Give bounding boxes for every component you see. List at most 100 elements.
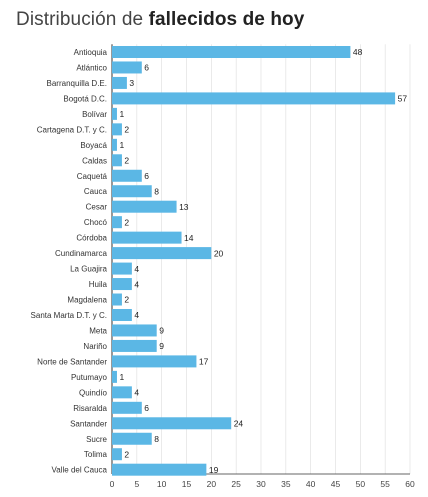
category-label: La Guajira [70, 265, 107, 274]
chart-title: Distribución de fallecidos de hoy [16, 9, 304, 31]
data-label: 1 [119, 140, 124, 150]
bar [112, 463, 207, 476]
data-label: 2 [124, 125, 129, 135]
bar [112, 448, 122, 461]
bar [112, 107, 117, 120]
category-label: Cartagena D.T. y C. [37, 125, 107, 134]
data-label: 17 [199, 357, 209, 367]
data-label: 4 [134, 310, 139, 320]
bar [112, 370, 117, 383]
x-tick-label: 5 [134, 479, 139, 489]
data-label: 13 [179, 202, 189, 212]
category-label: Magdalena [67, 296, 107, 305]
bar [112, 123, 122, 136]
category-label: Antioquia [74, 48, 108, 57]
data-label: 20 [214, 248, 224, 258]
bar [112, 308, 132, 321]
category-label: Cundinamarca [55, 249, 108, 258]
x-tick-label: 50 [356, 479, 366, 489]
chart-title-bold: fallecidos de hoy [148, 9, 305, 30]
x-tick-label: 45 [331, 479, 341, 489]
bar [112, 185, 152, 198]
data-label: 6 [144, 63, 149, 73]
category-label: Bolívar [82, 110, 107, 119]
data-label: 9 [159, 341, 164, 351]
data-label: 4 [134, 279, 139, 289]
data-label: 4 [134, 264, 139, 274]
data-label: 8 [154, 186, 159, 196]
x-tick-label: 10 [157, 479, 167, 489]
data-label: 8 [154, 434, 159, 444]
data-label: 19 [209, 465, 219, 475]
data-label: 4 [134, 388, 139, 398]
category-label: Atlántico [76, 63, 107, 72]
bar [112, 200, 177, 213]
x-tick-label: 35 [281, 479, 291, 489]
category-label: Barranquilla D.E. [47, 79, 107, 88]
category-label: Tolima [84, 450, 108, 459]
bar [112, 61, 142, 74]
bar [112, 247, 212, 260]
bar [112, 46, 351, 58]
bar [112, 216, 122, 229]
data-label: 2 [124, 217, 129, 227]
bar [112, 417, 232, 430]
chart-title-prefix: Distribución de [16, 9, 144, 30]
bar [112, 262, 132, 275]
bar [112, 169, 142, 182]
category-label: Bogotá D.C. [63, 94, 107, 103]
x-tick-label: 60 [405, 479, 415, 489]
category-label: Quindío [79, 388, 108, 397]
bar [112, 355, 197, 368]
category-label: Nariño [83, 342, 107, 351]
category-label: Caldas [82, 156, 107, 165]
bar [112, 386, 132, 399]
bar [112, 278, 132, 291]
category-label: Norte de Santander [37, 357, 107, 366]
bar [112, 293, 122, 306]
bar [112, 92, 396, 105]
x-tick-label: 15 [182, 479, 192, 489]
x-tick-label: 40 [306, 479, 316, 489]
data-label: 48 [353, 47, 363, 57]
data-label: 2 [124, 295, 129, 305]
data-label: 9 [159, 326, 164, 336]
x-tick-label: 55 [380, 479, 390, 489]
data-label: 6 [144, 403, 149, 413]
bar [112, 432, 152, 445]
data-label: 24 [234, 418, 244, 428]
category-label: Chocó [84, 218, 108, 227]
x-tick-label: 25 [231, 479, 241, 489]
x-tick-label: 30 [256, 479, 266, 489]
data-label: 1 [119, 372, 124, 382]
category-label: Risaralda [73, 404, 107, 413]
category-label: Meta [89, 326, 107, 335]
bar [112, 231, 182, 244]
category-label: Caquetá [77, 172, 108, 181]
x-tick-label: 20 [207, 479, 217, 489]
data-label: 6 [144, 171, 149, 181]
bar [112, 76, 127, 89]
bar [112, 401, 142, 414]
category-label: Sucre [86, 435, 107, 444]
category-label: Cesar [86, 203, 108, 212]
category-label: Cauca [84, 187, 108, 196]
category-label: Boyacá [80, 141, 107, 150]
bar [112, 339, 157, 352]
data-label: 3 [129, 78, 134, 88]
x-tick-label: 0 [110, 479, 115, 489]
bar [112, 138, 117, 151]
bar [112, 324, 157, 337]
data-label: 1 [119, 109, 124, 119]
category-label: Santander [70, 419, 107, 428]
data-label: 2 [124, 449, 129, 459]
data-label: 57 [398, 94, 408, 104]
category-label: Valle del Cauca [52, 466, 108, 475]
data-label: 14 [184, 233, 194, 243]
category-label: Córdoba [76, 234, 107, 243]
data-label: 2 [124, 155, 129, 165]
category-label: Santa Marta D.T. y C. [31, 311, 107, 320]
category-label: Putumayo [71, 373, 108, 382]
